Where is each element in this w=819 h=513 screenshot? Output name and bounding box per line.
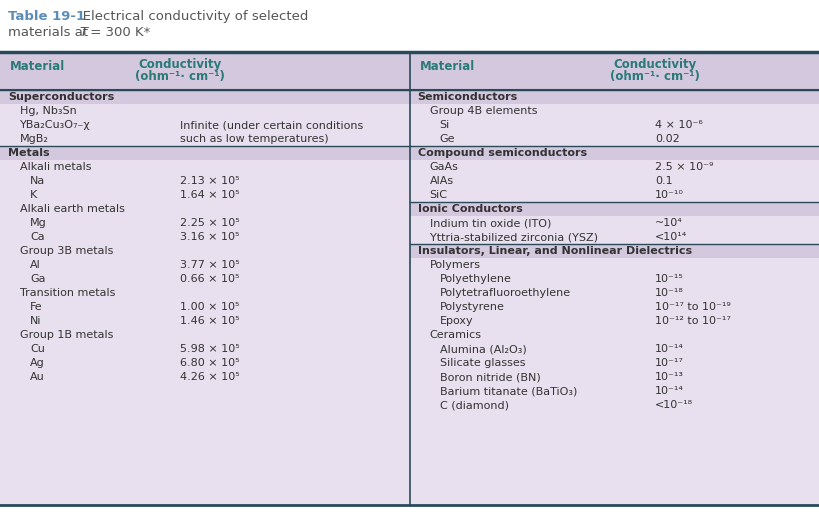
Text: 2.13 × 10⁵: 2.13 × 10⁵ xyxy=(180,176,240,186)
Text: such as low temperatures): such as low temperatures) xyxy=(180,134,328,144)
Text: (ohm⁻¹· cm⁻¹): (ohm⁻¹· cm⁻¹) xyxy=(135,70,225,83)
Text: 10⁻¹⁴: 10⁻¹⁴ xyxy=(655,344,684,354)
Bar xyxy=(0,52,819,505)
Text: Indium tin oxide (ITO): Indium tin oxide (ITO) xyxy=(429,218,551,228)
Text: Si: Si xyxy=(440,120,450,130)
Text: Metals: Metals xyxy=(8,148,50,158)
Text: Na: Na xyxy=(30,176,45,186)
Text: Material: Material xyxy=(10,60,66,73)
Text: 0.66 × 10⁵: 0.66 × 10⁵ xyxy=(180,274,239,284)
Text: Yttria-stabilized zirconia (YSZ): Yttria-stabilized zirconia (YSZ) xyxy=(429,232,598,242)
Text: ~10⁴: ~10⁴ xyxy=(655,218,683,228)
Text: Barium titanate (BaTiO₃): Barium titanate (BaTiO₃) xyxy=(440,386,577,396)
Text: Mg: Mg xyxy=(30,218,47,228)
Text: K: K xyxy=(30,190,37,200)
Text: MgB₂: MgB₂ xyxy=(20,134,49,144)
Text: Al: Al xyxy=(30,260,41,270)
Text: 2.5 × 10⁻⁹: 2.5 × 10⁻⁹ xyxy=(655,162,713,172)
Text: 0.1: 0.1 xyxy=(655,176,673,186)
Text: Superconductors: Superconductors xyxy=(8,92,114,102)
Text: = 300 K*: = 300 K* xyxy=(86,26,151,39)
Bar xyxy=(410,244,819,258)
Text: Alumina (Al₂O₃): Alumina (Al₂O₃) xyxy=(440,344,527,354)
Text: Ni: Ni xyxy=(30,316,42,326)
Text: 10⁻¹⁷ to 10⁻¹⁹: 10⁻¹⁷ to 10⁻¹⁹ xyxy=(655,302,731,312)
Text: Electrical conductivity of selected: Electrical conductivity of selected xyxy=(70,10,309,23)
Text: Compound semiconductors: Compound semiconductors xyxy=(418,148,586,158)
Text: Epoxy: Epoxy xyxy=(440,316,473,326)
Text: Ionic Conductors: Ionic Conductors xyxy=(418,204,523,214)
Bar xyxy=(410,146,819,160)
Bar xyxy=(410,202,819,216)
Bar xyxy=(0,146,410,160)
Text: 1.64 × 10⁵: 1.64 × 10⁵ xyxy=(180,190,240,200)
Text: 10⁻¹³: 10⁻¹³ xyxy=(655,372,684,382)
Text: 1.00 × 10⁵: 1.00 × 10⁵ xyxy=(180,302,239,312)
Text: T: T xyxy=(79,26,87,39)
Bar xyxy=(0,0,819,52)
Text: Ceramics: Ceramics xyxy=(429,330,482,340)
Text: materials at: materials at xyxy=(8,26,93,39)
Bar xyxy=(0,52,819,90)
Text: Ag: Ag xyxy=(30,358,45,368)
Text: 10⁻¹² to 10⁻¹⁷: 10⁻¹² to 10⁻¹⁷ xyxy=(655,316,731,326)
Text: Hg, Nb₃Sn: Hg, Nb₃Sn xyxy=(20,106,77,116)
Bar xyxy=(410,90,819,104)
Text: 3.77 × 10⁵: 3.77 × 10⁵ xyxy=(180,260,240,270)
Text: Alkali metals: Alkali metals xyxy=(20,162,92,172)
Text: Conductivity: Conductivity xyxy=(613,58,697,71)
Text: Au: Au xyxy=(30,372,45,382)
Text: <10¹⁴: <10¹⁴ xyxy=(655,232,687,242)
Text: Polymers: Polymers xyxy=(429,260,481,270)
Text: Ga: Ga xyxy=(30,274,46,284)
Text: <10⁻¹⁸: <10⁻¹⁸ xyxy=(655,400,693,410)
Text: 10⁻¹⁴: 10⁻¹⁴ xyxy=(655,386,684,396)
Text: 0.02: 0.02 xyxy=(655,134,680,144)
Text: 4.26 × 10⁵: 4.26 × 10⁵ xyxy=(180,372,240,382)
Text: Table 19-1: Table 19-1 xyxy=(8,10,85,23)
Text: Group 3B metals: Group 3B metals xyxy=(20,246,113,256)
Text: 10⁻¹⁰: 10⁻¹⁰ xyxy=(655,190,684,200)
Text: AlAs: AlAs xyxy=(429,176,454,186)
Text: GaAs: GaAs xyxy=(429,162,459,172)
Text: Material: Material xyxy=(419,60,475,73)
Text: C (diamond): C (diamond) xyxy=(440,400,509,410)
Text: Silicate glasses: Silicate glasses xyxy=(440,358,525,368)
Text: 10⁻¹⁷: 10⁻¹⁷ xyxy=(655,358,684,368)
Text: Semiconductors: Semiconductors xyxy=(418,92,518,102)
Text: 5.98 × 10⁵: 5.98 × 10⁵ xyxy=(180,344,240,354)
Text: Infinite (under certain conditions: Infinite (under certain conditions xyxy=(180,120,364,130)
Text: Polystyrene: Polystyrene xyxy=(440,302,505,312)
Text: 10⁻¹⁸: 10⁻¹⁸ xyxy=(655,288,684,298)
Text: Ge: Ge xyxy=(440,134,455,144)
Text: Group 4B elements: Group 4B elements xyxy=(429,106,537,116)
Text: SiC: SiC xyxy=(429,190,447,200)
Text: 6.80 × 10⁵: 6.80 × 10⁵ xyxy=(180,358,240,368)
Text: Cu: Cu xyxy=(30,344,45,354)
Text: Alkali earth metals: Alkali earth metals xyxy=(20,204,124,214)
Text: Conductivity: Conductivity xyxy=(138,58,222,71)
Text: 4 × 10⁻⁶: 4 × 10⁻⁶ xyxy=(655,120,703,130)
Text: Fe: Fe xyxy=(30,302,43,312)
Text: 1.46 × 10⁵: 1.46 × 10⁵ xyxy=(180,316,240,326)
Bar xyxy=(0,90,410,104)
Text: 2.25 × 10⁵: 2.25 × 10⁵ xyxy=(180,218,240,228)
Text: Group 1B metals: Group 1B metals xyxy=(20,330,113,340)
Text: Ca: Ca xyxy=(30,232,44,242)
Text: Insulators, Linear, and Nonlinear Dielectrics: Insulators, Linear, and Nonlinear Dielec… xyxy=(418,246,691,256)
Text: Transition metals: Transition metals xyxy=(20,288,115,298)
Text: (ohm⁻¹· cm⁻¹): (ohm⁻¹· cm⁻¹) xyxy=(610,70,700,83)
Text: YBa₂Cu₃O₇₋χ: YBa₂Cu₃O₇₋χ xyxy=(20,120,91,130)
Text: Boron nitride (BN): Boron nitride (BN) xyxy=(440,372,541,382)
Text: 10⁻¹⁵: 10⁻¹⁵ xyxy=(655,274,684,284)
Text: Polyethylene: Polyethylene xyxy=(440,274,511,284)
Text: 3.16 × 10⁵: 3.16 × 10⁵ xyxy=(180,232,239,242)
Text: Polytetrafluoroethylene: Polytetrafluoroethylene xyxy=(440,288,571,298)
